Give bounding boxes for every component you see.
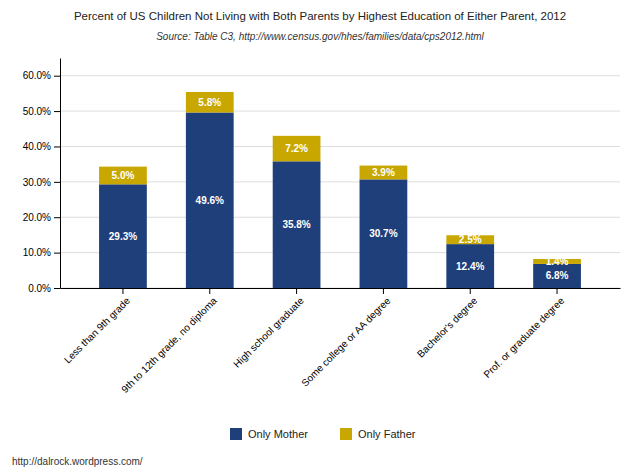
plot: 29.3% 49.6% 35.8% 30.7% 12.4% 6.8% 5.0% 5.8% 7.2… (23, 59, 621, 441)
axis-line (61, 288, 621, 289)
tick: Bachelor's degree (415, 288, 480, 360)
tick: 10.0% (23, 247, 60, 258)
data-label: 6.8% (546, 270, 569, 281)
bar (99, 167, 147, 185)
tick: 0.0% (28, 283, 60, 294)
tick: Some college or AA degree (299, 288, 393, 389)
bars (99, 92, 581, 288)
tick: 9th to 12th grade, no diploma (119, 288, 219, 395)
series (99, 112, 581, 288)
tick-mark (54, 253, 60, 254)
x-axis: Less than 9th grade9th to 12th grade, no… (61, 288, 621, 395)
title: Percent of US Children Not Living with B… (74, 10, 566, 22)
bar (446, 244, 494, 288)
tick: 40.0% (23, 141, 60, 152)
tick: High school graduate (231, 288, 306, 370)
legend-item: Only Mother (230, 428, 308, 440)
legend-swatch (230, 428, 242, 440)
legend-label: Only Father (358, 428, 416, 440)
tick-mark (54, 111, 60, 112)
bar (273, 161, 321, 288)
tick: 30.0% (23, 177, 60, 188)
tick-label: 60.0% (23, 70, 51, 81)
subtitle: Source: Table C3, http://www.census.gov/… (156, 31, 484, 42)
tick-mark (470, 288, 471, 294)
bar (533, 264, 581, 288)
tick-mark (54, 288, 60, 289)
bar (360, 166, 408, 180)
tick-label: Some college or AA degree (299, 295, 393, 389)
tick-label: High school graduate (231, 295, 306, 370)
tick-label: Bachelor's degree (415, 295, 480, 360)
grid-line (60, 75, 620, 76)
tick: 50.0% (23, 106, 60, 117)
series (99, 92, 581, 264)
tick-mark (54, 76, 60, 77)
tick-mark (557, 288, 558, 294)
data-label: 30.7% (369, 228, 397, 239)
grid-line (60, 146, 620, 147)
tick-label: Less than 9th grade (62, 295, 133, 366)
data-label: 29.3% (109, 231, 137, 242)
axis-line (60, 59, 61, 289)
tick-label: 10.0% (23, 247, 51, 258)
tick: Less than 9th grade (62, 288, 133, 365)
bar (186, 112, 234, 288)
data-label: 35.8% (282, 219, 310, 230)
bar (186, 92, 234, 113)
tick-label: Prof. or graduate degree (481, 295, 566, 380)
tick-label: 9th to 12th grade, no diploma (119, 295, 219, 395)
grid-line (60, 111, 620, 112)
tick: 20.0% (23, 212, 60, 223)
legend-item: Only Father (340, 428, 416, 440)
tick-mark (296, 288, 297, 294)
data-label: 49.6% (196, 195, 224, 206)
legend: Only Mother Only Father (230, 428, 416, 440)
data-labels: 29.3% 49.6% 35.8% 30.7% 12.4% 6.8% 5.0% 5.8% 7.2… (109, 97, 569, 282)
data-label: 5.0% (112, 170, 135, 181)
footer: http://dalrock.wordpress.com/ (12, 456, 143, 467)
bar (273, 136, 321, 161)
data-label: 1.4% (546, 256, 569, 267)
data-label: 5.8% (198, 97, 221, 108)
tick-mark (54, 182, 60, 183)
tick-mark (54, 217, 60, 218)
legend-label: Only Mother (248, 428, 308, 440)
data-label: 7.2% (285, 143, 308, 154)
tick-label: 30.0% (23, 177, 51, 188)
data-label: 12.4% (456, 261, 484, 272)
legend-swatch (340, 428, 352, 440)
tick: 60.0% (23, 70, 60, 81)
tick-mark (209, 288, 210, 294)
tick-mark (122, 288, 123, 294)
tick: Prof. or graduate degree (481, 288, 566, 380)
tick-label: 40.0% (23, 141, 51, 152)
data-label: 3.9% (372, 167, 395, 178)
data-label: 2.5% (459, 234, 482, 245)
tick-label: 20.0% (23, 212, 51, 223)
chart: Percent of US Children Not Living with B… (0, 0, 640, 473)
bar (360, 179, 408, 288)
tick-label: 0.0% (28, 283, 51, 294)
y-axis: 0.0% 10.0% 20.0% 30.0% 40.0% 50.0% 60.0% (23, 59, 61, 294)
tick-label: 50.0% (23, 106, 51, 117)
bar (99, 184, 147, 288)
grid (60, 76, 620, 288)
tick-mark (54, 146, 60, 147)
tick-mark (383, 288, 384, 294)
